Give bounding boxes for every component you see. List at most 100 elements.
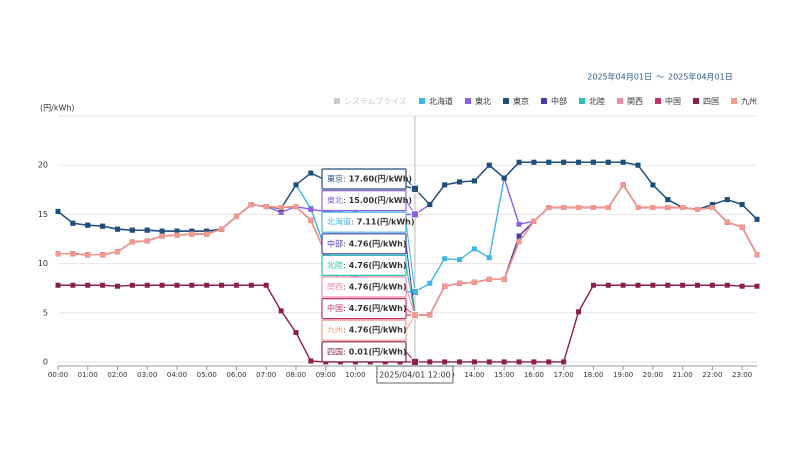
point [114,249,120,255]
point [442,256,448,262]
tooltip-series: 中部 [327,238,343,248]
x-tick-label: 01:00 [78,371,98,379]
date-start: 2025年04月01日 [587,72,652,82]
date-separator: 〜 [656,73,664,82]
x-tick-label: 02:00 [107,371,127,379]
point [754,216,760,222]
point [189,228,195,234]
point [516,221,522,227]
x-tick-label: 20:00 [643,371,663,379]
point [605,282,611,288]
x-tick-label: 15:00 [494,371,514,379]
point [189,231,195,237]
point [308,170,314,176]
point [531,218,537,224]
point [263,204,269,210]
tooltip-item: 東京:17.60(円/kWh) [321,168,412,190]
x-tick-label: 17:00 [554,371,574,379]
x-tick-label: 03:00 [137,371,157,379]
legend-item: 東北 [465,96,491,106]
legend-swatch [693,98,699,104]
tooltip-series: 関西 [327,283,343,292]
tooltip-title-box [376,365,454,384]
tooltip-item: 東北:15.00(円/kWh) [321,190,412,212]
point [293,204,299,210]
legend-swatch [579,98,585,104]
tooltip-value: 4.76(円/kWh) [349,283,407,292]
x-tick-label: 07:00 [256,371,276,379]
legend-swatch [617,98,623,104]
legend-label: 東北 [475,96,491,106]
point [620,182,626,188]
tooltip-separator: : [343,283,346,292]
tooltip-value: 4.76(円/kWh) [349,304,407,313]
y-axis-label: (円/kWh) [40,104,75,113]
point [70,282,76,288]
point [85,252,91,258]
point [308,217,314,223]
tooltip-value: 17.60(円/kWh) [349,175,412,184]
point [233,282,239,288]
tooltip-separator: : [343,304,346,313]
highlight-point [411,288,419,296]
tooltip-leader [405,222,416,293]
tooltip-separator: : [343,347,346,356]
point [248,282,254,288]
tooltip-item: 四国:0.01(円/kWh) [321,341,407,363]
legend-label: 関西 [627,97,643,106]
legend-label: 東京 [513,96,529,106]
point [174,282,180,288]
x-tick-label: 19:00 [613,371,633,379]
point [576,309,582,315]
point [531,159,537,165]
point [501,175,507,181]
y-tick-label: 15 [38,210,48,219]
highlight-point [411,210,419,219]
x-tick-label: 00:00 [48,371,68,379]
point [486,359,492,365]
tooltip-leader [405,243,416,316]
point [576,205,582,211]
tooltip-box [321,211,407,233]
legend-label: 北海道 [429,96,453,106]
legend-item: 東京 [503,96,529,106]
point [486,162,492,168]
legend-item: 中部 [541,96,567,106]
legend-swatch [655,98,661,104]
point [442,283,448,289]
point [739,224,745,230]
point [546,159,552,165]
point [55,251,61,257]
point [561,205,567,211]
point [85,282,91,288]
point [159,233,165,239]
point [531,359,537,365]
point [620,282,626,288]
point [561,159,567,165]
point [590,205,596,211]
point [635,162,641,168]
tooltip-leader [405,286,416,316]
legend-label: 北陸 [589,96,605,106]
tooltip-box [321,298,407,320]
point [219,226,225,232]
point [665,282,671,288]
point [174,228,180,234]
point [204,228,210,234]
point [576,159,582,165]
point [248,202,254,208]
legend-item: 北海道 [419,96,453,106]
point [174,232,180,238]
point [159,282,165,288]
tooltip-box [321,254,407,276]
x-tick-label: 05:00 [197,371,217,379]
legend-label: 中部 [551,96,567,106]
legend-item: 四国 [693,97,719,106]
highlight-point [411,311,419,320]
point [293,182,299,188]
point [724,197,730,203]
point [159,228,165,234]
series-line [58,284,757,363]
tooltip-item: 関西:4.76(円/kWh) [321,276,407,298]
